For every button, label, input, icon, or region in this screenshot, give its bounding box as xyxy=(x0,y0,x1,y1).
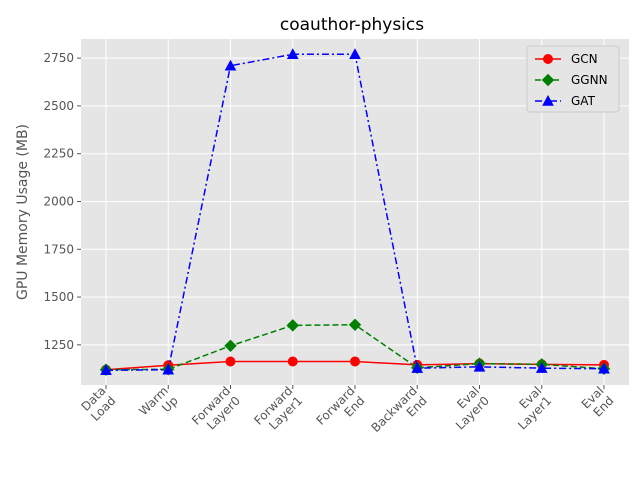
legend-marker xyxy=(543,54,553,64)
data-point xyxy=(225,356,236,367)
x-tick-label: EvalEnd xyxy=(579,384,617,422)
legend-item-ggnn: GGNN xyxy=(535,73,608,87)
legend-item-gat: GAT xyxy=(535,94,596,108)
x-tick-label: ForwardEnd xyxy=(314,384,368,438)
chart-title: coauthor-physics xyxy=(280,15,424,35)
data-point xyxy=(535,362,548,373)
x-tick-label: DataLoad xyxy=(78,384,118,424)
series-group xyxy=(99,48,611,376)
data-point xyxy=(287,356,298,367)
legend: GCN GGNN GAT xyxy=(526,45,620,113)
legend-item-gcn: GCN xyxy=(535,52,598,66)
x-tick-label: EvalLayer0 xyxy=(443,384,492,433)
data-point xyxy=(598,362,610,374)
legend-label: GAT xyxy=(571,94,596,108)
y-axis-ticks: 1250 1500 1750 2000 2250 2500 2750 xyxy=(43,51,81,352)
y-tick-label: 2500 xyxy=(43,99,74,113)
y-tick-label: 2250 xyxy=(43,147,74,161)
series-gat xyxy=(100,48,610,376)
legend-marker xyxy=(541,73,555,87)
y-tick-label: 2750 xyxy=(43,51,74,65)
data-point xyxy=(473,360,486,372)
legend-marker xyxy=(542,94,554,106)
data-point xyxy=(224,59,237,71)
x-axis-ticks: DataLoad WarmUp ForwardLayer0 ForwardLayer1… xyxy=(78,384,617,445)
data-point xyxy=(350,356,360,367)
data-point xyxy=(286,319,299,332)
x-tick-label: BackwardEnd xyxy=(368,384,429,445)
data-point xyxy=(224,339,237,353)
x-tick-label: ForwardLayer0 xyxy=(189,384,243,438)
data-point xyxy=(348,318,362,331)
y-axis-label: GPU Memory Usage (MB) xyxy=(15,124,31,300)
data-point xyxy=(100,364,112,376)
legend-label: GGNN xyxy=(571,73,608,87)
data-point xyxy=(411,362,424,373)
y-tick-label: 1750 xyxy=(43,242,74,256)
x-tick-label: WarmUp xyxy=(136,384,180,428)
data-point xyxy=(349,48,361,60)
x-tick-label: EvalLayer1 xyxy=(505,384,554,433)
y-tick-label: 2000 xyxy=(43,194,74,208)
legend-label: GCN xyxy=(571,52,598,66)
y-tick-label: 1250 xyxy=(43,338,74,352)
y-tick-label: 1500 xyxy=(43,290,74,304)
x-tick-label: ForwardLayer1 xyxy=(251,384,305,438)
data-point xyxy=(162,363,175,375)
data-point xyxy=(286,48,299,60)
